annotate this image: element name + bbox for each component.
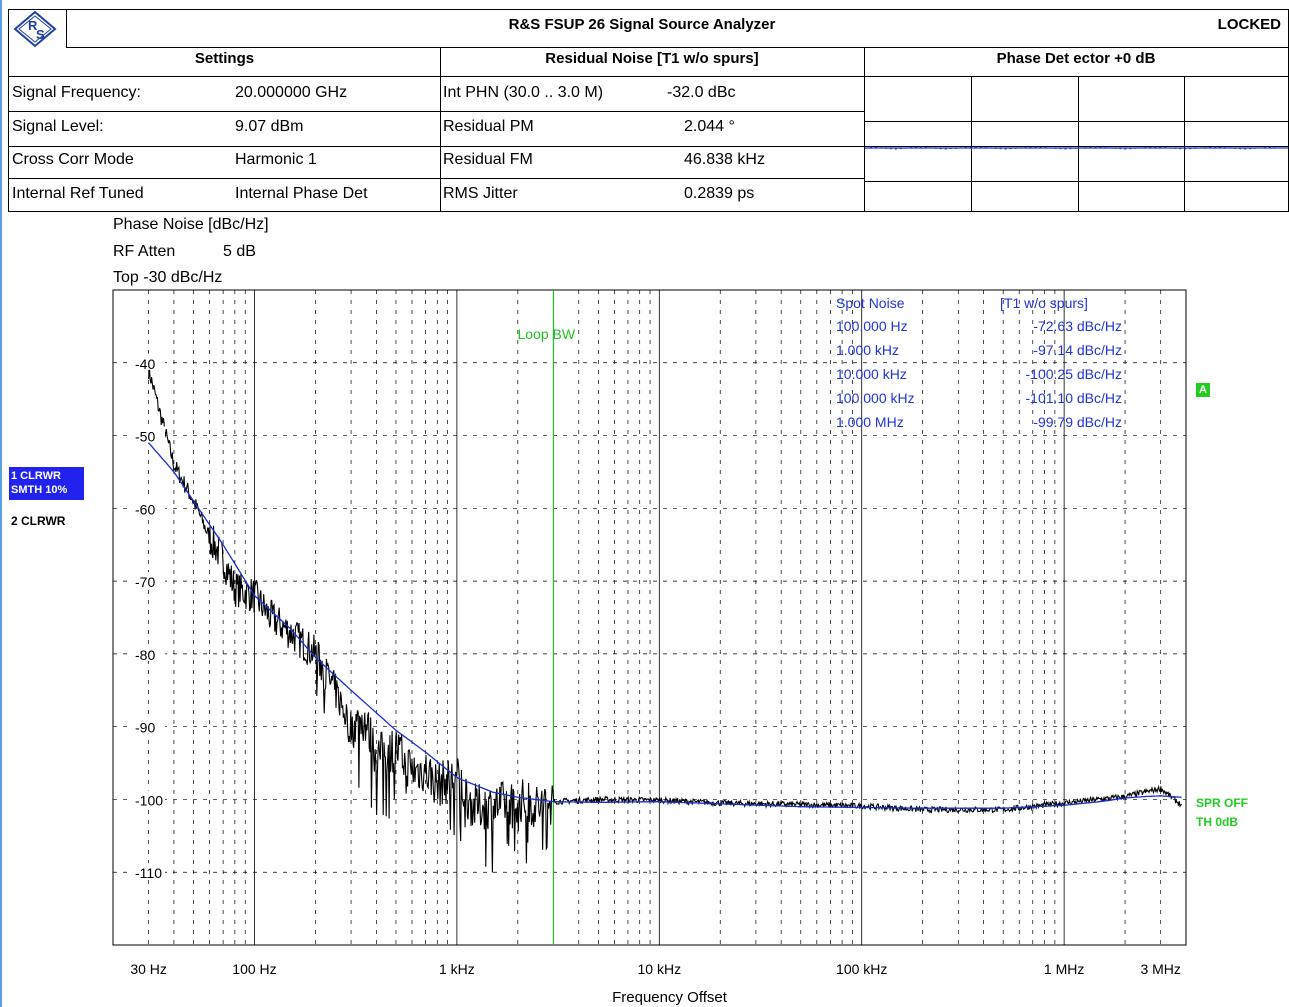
divider <box>9 111 864 112</box>
x-tick-label: 1 MHz <box>1044 961 1084 977</box>
trace1-label: 1 CLRWR SMTH 10% <box>9 467 84 500</box>
svg-text:S: S <box>36 27 45 42</box>
lock-status: LOCKED <box>1217 16 1281 33</box>
divider <box>864 121 1288 122</box>
settings-value: 9.07 dBm <box>235 118 304 135</box>
plot-ylabel: Phase Noise [dBc/Hz] <box>113 216 269 233</box>
loop-bw-label: Loop BW <box>517 326 575 342</box>
y-tick-label: -60 <box>135 501 155 517</box>
divider <box>67 47 1288 48</box>
spot-noise-value: -101.10 dBc/Hz <box>1026 390 1123 406</box>
divider <box>864 48 865 212</box>
spot-noise-value: -100.25 dBc/Hz <box>1026 366 1123 382</box>
residual-value: 0.2839 ps <box>684 185 755 202</box>
window-left-border <box>0 0 2 1007</box>
x-axis-label: Frequency Offset <box>612 989 728 1006</box>
settings-heading: Settings <box>194 50 255 67</box>
y-tick-label-bg <box>131 353 165 370</box>
y-tick-label-bg <box>131 426 165 443</box>
residual-heading: Residual Noise [T1 w/o spurs] <box>545 50 759 67</box>
rs-logo: R S <box>9 10 67 48</box>
divider <box>9 178 864 179</box>
y-tick-label: -50 <box>135 429 155 445</box>
x-tick-label: 100 kHz <box>836 961 887 977</box>
settings-label: Signal Level: <box>12 118 104 135</box>
y-tick-label: -90 <box>135 720 155 736</box>
marker-a-badge: A <box>1196 383 1210 397</box>
app-title: R&S FSUP 26 Signal Source Analyzer <box>508 16 776 33</box>
rf-atten-value: 5 dB <box>223 243 256 260</box>
spot-noise-column-heading: [T1 w/o spurs] <box>1000 295 1088 311</box>
plot-frame <box>112 289 1187 946</box>
trace1-smoothing: SMTH 10% <box>11 484 68 496</box>
y-tick-label-bg <box>131 863 165 880</box>
residual-value: 2.044 ° <box>684 118 735 135</box>
y-tick-label-bg <box>131 717 165 734</box>
divider <box>9 146 1288 147</box>
x-tick-label: 10 kHz <box>638 961 682 977</box>
rs-logo-icon: R S <box>13 10 57 48</box>
settings-label: Cross Corr Mode <box>12 151 134 168</box>
y-tick-label: -110 <box>135 865 162 881</box>
settings-label: Internal Ref Tuned <box>12 185 144 202</box>
raw-trace <box>148 365 1182 873</box>
svg-text:R: R <box>28 18 38 33</box>
phase-detector-trace <box>865 146 1288 150</box>
y-tick-label-bg <box>131 790 165 807</box>
header-table: R S R&S FSUP 26 Signal Source Analyzer L… <box>8 9 1289 212</box>
divider <box>1078 77 1079 212</box>
spot-noise-frequency: 100.000 kHz <box>836 390 915 406</box>
spot-noise-frequency: 10.000 kHz <box>836 366 907 382</box>
x-tick-label: 1 kHz <box>439 961 475 977</box>
residual-label: RMS Jitter <box>443 185 518 202</box>
rf-atten-label: RF Atten <box>113 243 176 260</box>
residual-label: Residual FM <box>443 151 533 168</box>
x-tick-label: 3 MHz <box>1140 961 1180 977</box>
divider <box>864 181 1288 182</box>
spot-noise-frequency: 1.000 kHz <box>836 342 899 358</box>
y-tick-label: -80 <box>135 647 155 663</box>
residual-value: -32.0 dBc <box>667 84 736 101</box>
spot-noise-frequency: 1.000 MHz <box>836 414 904 430</box>
divider <box>440 48 441 212</box>
spot-noise-value: -97.14 dBc/Hz <box>1033 342 1122 358</box>
residual-label: Int PHN (30.0 .. 3.0 M) <box>443 84 604 101</box>
residual-label: Residual PM <box>443 118 534 135</box>
y-tick-label-bg <box>131 644 165 661</box>
smoothed-trace <box>148 442 1182 809</box>
x-tick-label: 100 Hz <box>232 961 276 977</box>
x-tick-label: 30 Hz <box>130 961 167 977</box>
divider <box>971 77 972 212</box>
threshold-label: TH 0dB <box>1196 815 1238 829</box>
residual-value: 46.838 kHz <box>684 151 765 168</box>
trace2-label: 2 CLRWR <box>11 514 66 528</box>
divider <box>1184 77 1185 212</box>
spot-noise-heading: Spot Noise <box>836 295 905 311</box>
spr-off-label: SPR OFF <box>1196 796 1249 810</box>
y-tick-label: -40 <box>135 356 155 372</box>
spot-noise-value: -99.79 dBc/Hz <box>1033 414 1122 430</box>
settings-value: 20.000000 GHz <box>235 84 348 101</box>
trace1-mode: 1 CLRWR <box>11 470 61 482</box>
settings-value: Internal Phase Det <box>235 185 368 202</box>
settings-label: Signal Frequency: <box>12 84 141 101</box>
divider <box>9 76 1288 77</box>
top-level: Top -30 dBc/Hz <box>113 269 223 286</box>
settings-value: Harmonic 1 <box>235 151 317 168</box>
y-tick-label: -100 <box>135 792 163 808</box>
y-tick-label: -70 <box>135 574 155 590</box>
y-tick-label-bg <box>131 499 165 516</box>
phase-detector-heading: Phase Det ector +0 dB <box>996 50 1156 67</box>
y-tick-label-bg <box>131 572 165 589</box>
spot-noise-frequency: 100.000 Hz <box>836 318 908 334</box>
spot-noise-value: -72.63 dBc/Hz <box>1033 318 1122 334</box>
